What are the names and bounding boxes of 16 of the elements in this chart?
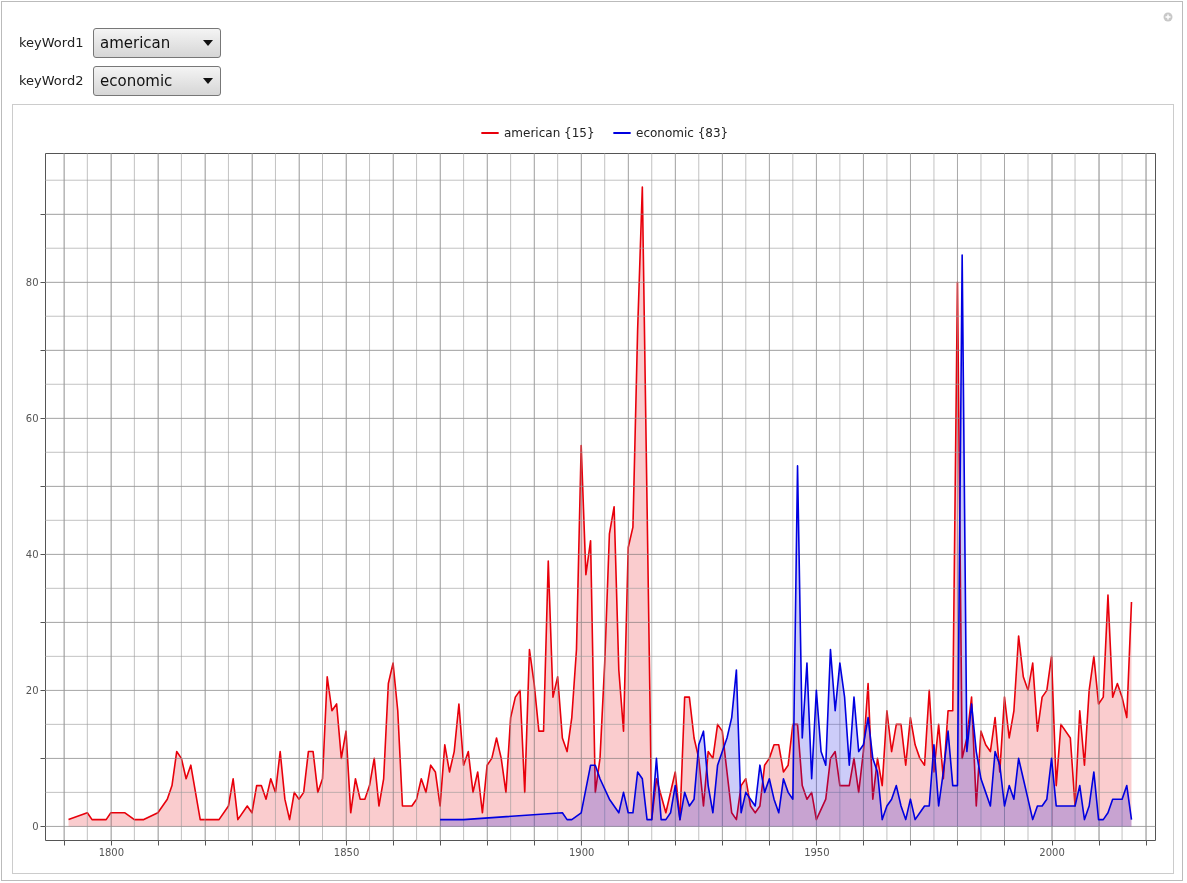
x-tick-label: 1850	[333, 846, 360, 858]
legend-label: american {15}	[504, 126, 595, 140]
y-tick-label: 80	[25, 276, 39, 288]
x-tick-label: 1950	[804, 846, 830, 858]
text: keyWord2	[19, 72, 84, 90]
legend-label: economic {83}	[636, 126, 729, 140]
y-tick-label: 0	[32, 820, 39, 832]
dropdown: economic	[93, 66, 221, 96]
y-tick-label: 20	[25, 684, 39, 696]
x-tick-label: 1900	[568, 846, 595, 858]
dropdown: american	[93, 28, 221, 58]
x-tick-label: 2000	[1039, 846, 1065, 858]
y-tick-label: 40	[25, 548, 39, 560]
y-tick-label: 60	[25, 412, 39, 424]
x-tick-label: 1800	[98, 846, 125, 858]
text: keyWord1	[19, 34, 84, 52]
